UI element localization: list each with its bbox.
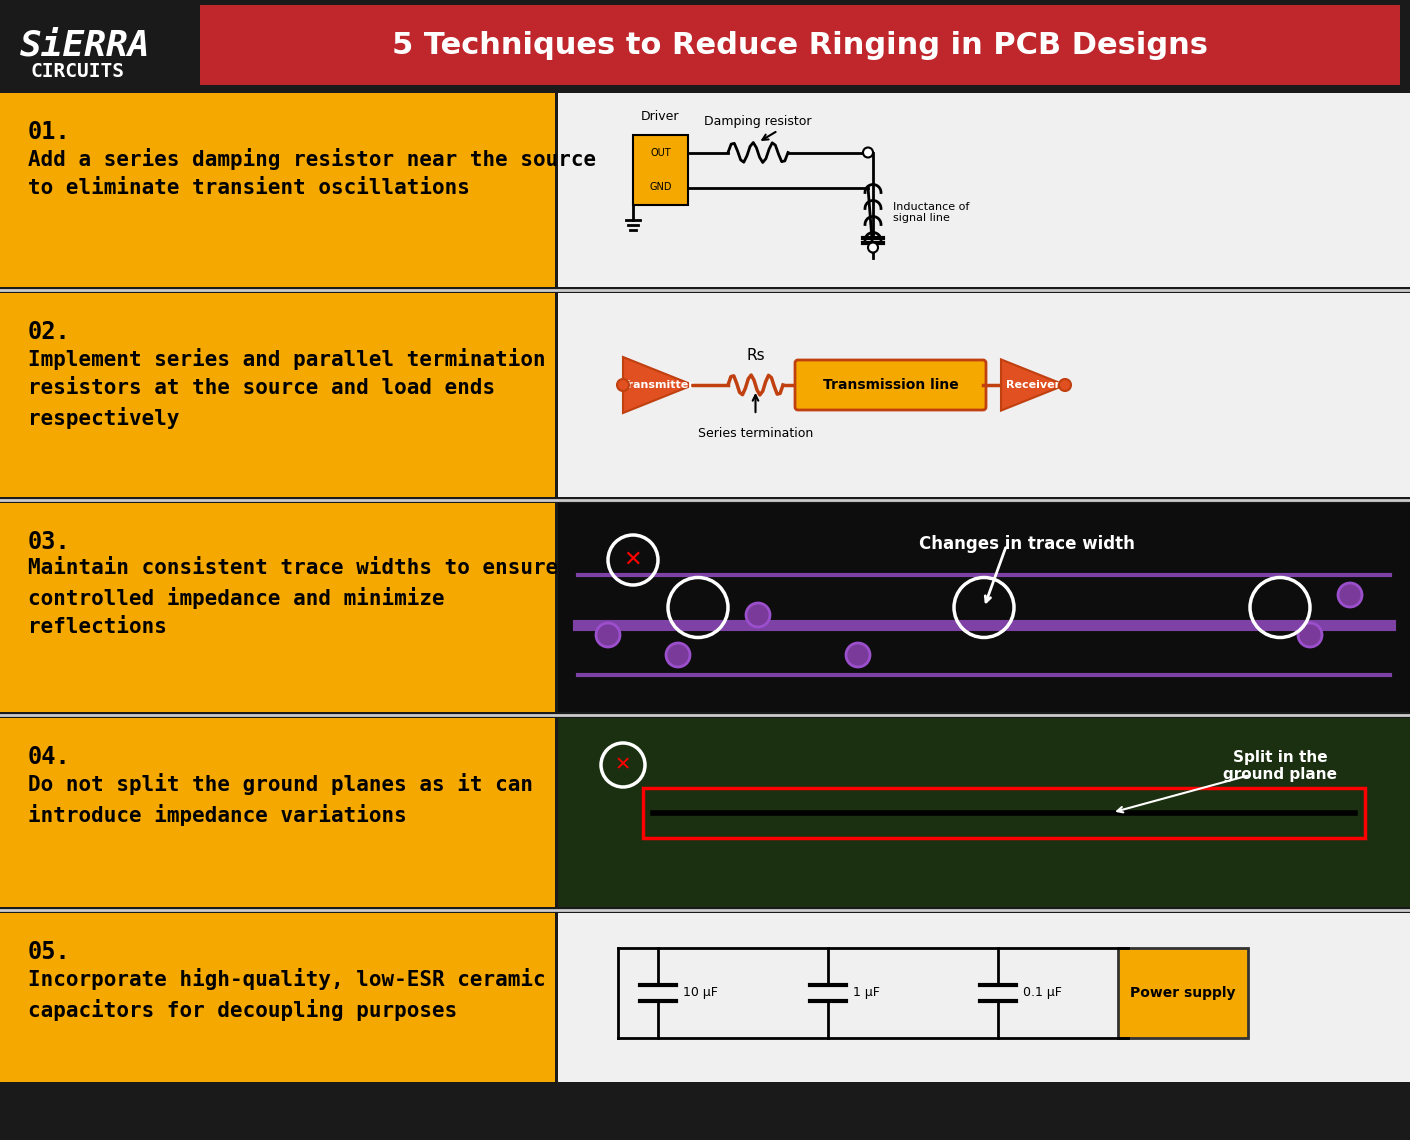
Text: PCB3: PCB3 [116, 759, 440, 866]
Bar [558, 503, 1410, 712]
Bar [558, 718, 1410, 907]
Polygon shape [1001, 359, 1065, 410]
Text: ✕: ✕ [623, 549, 643, 570]
Text: PCB3: PCB3 [116, 137, 440, 244]
Circle shape [618, 378, 629, 391]
Text: 5 Techniques to Reduce Ringing in PCB Designs: 5 Techniques to Reduce Ringing in PCB De… [392, 31, 1208, 59]
Bar [558, 93, 1410, 287]
FancyBboxPatch shape [795, 360, 986, 410]
Text: Split in the
ground plane: Split in the ground plane [1222, 750, 1337, 782]
Text: PCB3: PCB3 [116, 554, 440, 661]
Bar [633, 135, 688, 205]
Polygon shape [623, 357, 692, 413]
Circle shape [746, 603, 770, 627]
Circle shape [666, 643, 689, 667]
Text: Maintain consistent trace widths to ensure
controlled impedance and minimize
ref: Maintain consistent trace widths to ensu… [28, 557, 558, 637]
Bar [558, 913, 1410, 1082]
Text: Transmitter: Transmitter [622, 380, 694, 390]
Circle shape [869, 243, 878, 252]
Text: ✕: ✕ [615, 756, 632, 774]
Text: Transmission line: Transmission line [822, 378, 959, 392]
Bar [0, 503, 556, 712]
Text: 02.: 02. [28, 320, 70, 344]
Bar [0, 293, 556, 497]
Text: 1 μF: 1 μF [853, 986, 880, 999]
Bar [0, 0, 1410, 90]
Text: 10 μF: 10 μF [682, 986, 718, 999]
Text: CIRCUITS: CIRCUITS [30, 62, 124, 81]
Circle shape [1299, 622, 1323, 648]
Text: PCB3: PCB3 [116, 944, 440, 1051]
Bar [0, 718, 556, 907]
Circle shape [863, 147, 873, 157]
Circle shape [1338, 583, 1362, 606]
Bar [643, 788, 1365, 838]
Bar [0, 93, 556, 287]
Text: 04.: 04. [28, 746, 70, 770]
Circle shape [596, 622, 620, 648]
Text: Receiver: Receiver [1005, 380, 1060, 390]
Text: 0.1 μF: 0.1 μF [1024, 986, 1062, 999]
Text: OUT: OUT [650, 147, 671, 157]
Text: GND: GND [649, 182, 671, 193]
Bar [0, 913, 556, 1082]
Bar [200, 5, 1400, 86]
Text: Driver: Driver [642, 109, 680, 123]
Circle shape [846, 643, 870, 667]
Circle shape [1059, 378, 1072, 391]
Text: 01.: 01. [28, 120, 70, 144]
Bar [1118, 947, 1248, 1037]
Text: Rs: Rs [746, 348, 764, 363]
Text: Incorporate high-quality, low-ESR ceramic
capacitors for decoupling purposes: Incorporate high-quality, low-ESR cerami… [28, 968, 546, 1021]
Text: 05.: 05. [28, 940, 70, 964]
Text: Series termination: Series termination [698, 428, 814, 440]
Text: PCB3: PCB3 [116, 342, 440, 448]
Text: Power supply: Power supply [1131, 985, 1235, 1000]
Text: Inductance of
signal line: Inductance of signal line [893, 202, 970, 223]
Text: Changes in trace width: Changes in trace width [919, 535, 1135, 553]
Text: 03.: 03. [28, 530, 70, 554]
Text: SiERRA: SiERRA [20, 28, 151, 62]
Text: Implement series and parallel termination
resistors at the source and load ends
: Implement series and parallel terminatio… [28, 348, 546, 429]
Bar [558, 293, 1410, 497]
Text: Do not split the ground planes as it can
introduce impedance variations: Do not split the ground planes as it can… [28, 773, 533, 826]
Text: Add a series damping resistor near the source
to eliminate transient oscillation: Add a series damping resistor near the s… [28, 148, 596, 198]
Text: Damping resistor: Damping resistor [704, 114, 812, 128]
